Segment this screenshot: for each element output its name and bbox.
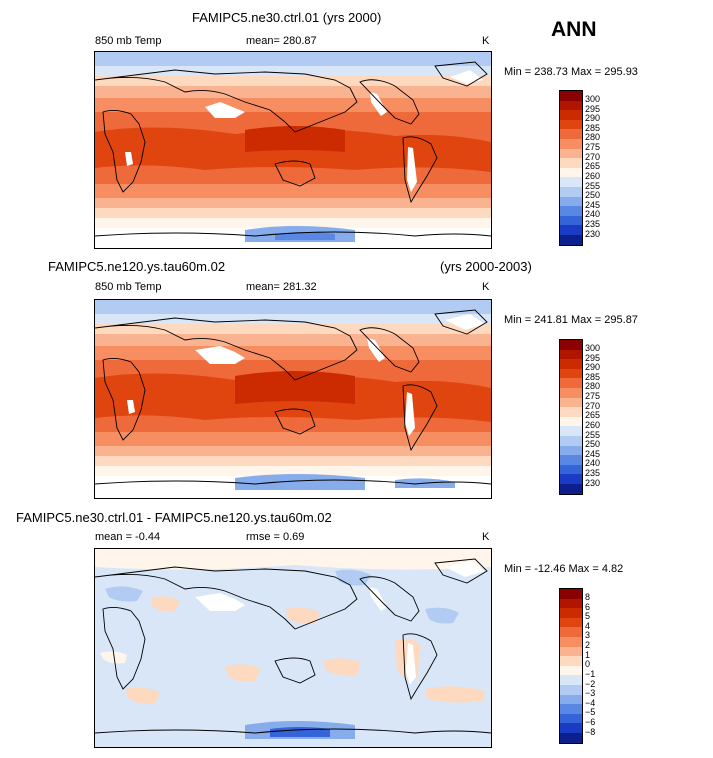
panel3-map — [94, 548, 492, 748]
panel3-cbar-level: −3 — [585, 688, 596, 698]
panel1-mean-label: mean= 280.87 — [246, 35, 317, 47]
panel1-cbar-level: 240 — [585, 209, 601, 219]
panel3-cbar-level: −4 — [585, 698, 596, 708]
panel1-cbar-level: 230 — [585, 229, 601, 239]
panel1-cbar-level: 265 — [585, 161, 601, 171]
panel3-cbar-level: 4 — [585, 621, 591, 631]
panel2-cbar-level: 275 — [585, 391, 601, 401]
panel2-cbar-level: 280 — [585, 381, 601, 391]
panel3-cbar-level: −5 — [585, 707, 596, 717]
panel3-title: FAMIPC5.ne30.ctrl.01 - FAMIPC5.ne120.ys.… — [16, 510, 332, 525]
panel3-cbar-level: 1 — [585, 650, 591, 660]
panel2-map — [94, 299, 492, 499]
panel1-unit-label: K — [482, 35, 490, 47]
panel3-cbar-level: 3 — [585, 630, 591, 640]
panel2-years-label: (yrs 2000-2003) — [440, 259, 532, 274]
panel2-cbar-level: 285 — [585, 372, 601, 382]
panel1-cbar-level: 260 — [585, 171, 601, 181]
panel1-cbar-level: 295 — [585, 104, 601, 114]
panel3-cbar-level: −2 — [585, 679, 596, 689]
panel3-minmax-label: Min = -12.46 Max = 4.82 — [504, 563, 624, 575]
panel3-colorbar — [559, 588, 583, 744]
panel2-cbar-level: 300 — [585, 343, 601, 353]
panel2-cbar-level: 250 — [585, 439, 601, 449]
panel3-cbar-level: 5 — [585, 611, 591, 621]
panel1-variable-label: 850 mb Temp — [95, 35, 162, 47]
panel2-cbar-level: 235 — [585, 468, 601, 478]
panel2-cbar-level: 230 — [585, 478, 601, 488]
panel3-rmse-label: rmse = 0.69 — [246, 531, 305, 543]
panel1-colorbar — [559, 90, 583, 246]
panel1-cbar-level: 270 — [585, 152, 601, 162]
panel1-cbar-level: 290 — [585, 113, 601, 123]
panel3-cbar-level: −8 — [585, 727, 596, 737]
panel1-cbar-level: 285 — [585, 123, 601, 133]
season-label: ANN — [551, 18, 597, 41]
panel2-cbar-level: 290 — [585, 362, 601, 372]
panel2-cbar-level: 255 — [585, 430, 601, 440]
panel2-cbar-level: 260 — [585, 420, 601, 430]
panel1-cbar-level: 250 — [585, 190, 601, 200]
panel1-map — [94, 51, 492, 249]
panel1-cbar-level: 235 — [585, 219, 601, 229]
panel1-cbar-level: 280 — [585, 132, 601, 142]
panel2-cbar-level: 265 — [585, 410, 601, 420]
panel3-cbar-level: 8 — [585, 592, 591, 602]
panel2-cbar-level: 270 — [585, 401, 601, 411]
panel3-cbar-level: −1 — [585, 669, 596, 679]
panel2-unit-label: K — [482, 281, 490, 293]
panel2-minmax-label: Min = 241.81 Max = 295.87 — [504, 314, 638, 326]
panel1-cbar-level: 300 — [585, 94, 601, 104]
panel2-mean-label: mean= 281.32 — [246, 281, 317, 293]
panel2-colorbar — [559, 339, 583, 495]
panel2-cbar-level: 240 — [585, 458, 601, 468]
panel3-cbar-level: 2 — [585, 640, 591, 650]
panel2-title: FAMIPC5.ne120.ys.tau60m.02 — [48, 259, 226, 274]
panel1-cbar-level: 275 — [585, 142, 601, 152]
panel3-cbar-level: 6 — [585, 602, 591, 612]
panel3-unit-label: K — [482, 531, 490, 543]
panel3-map-svg — [95, 549, 491, 747]
panel2-cbar-level: 295 — [585, 353, 601, 363]
panel1-minmax-label: Min = 238.73 Max = 295.93 — [504, 66, 638, 78]
panel1-map-svg — [95, 52, 491, 248]
panel1-title: FAMIPC5.ne30.ctrl.01 (yrs 2000) — [192, 10, 382, 25]
panel3-cbar-level: −6 — [585, 717, 596, 727]
panel3-mean-label: mean = -0.44 — [95, 531, 161, 543]
panel1-cbar-level: 255 — [585, 181, 601, 191]
panel1-cbar-level: 245 — [585, 200, 601, 210]
panel2-map-svg — [95, 300, 491, 498]
panel2-cbar-level: 245 — [585, 449, 601, 459]
panel2-variable-label: 850 mb Temp — [95, 281, 162, 293]
panel3-cbar-level: 0 — [585, 659, 591, 669]
